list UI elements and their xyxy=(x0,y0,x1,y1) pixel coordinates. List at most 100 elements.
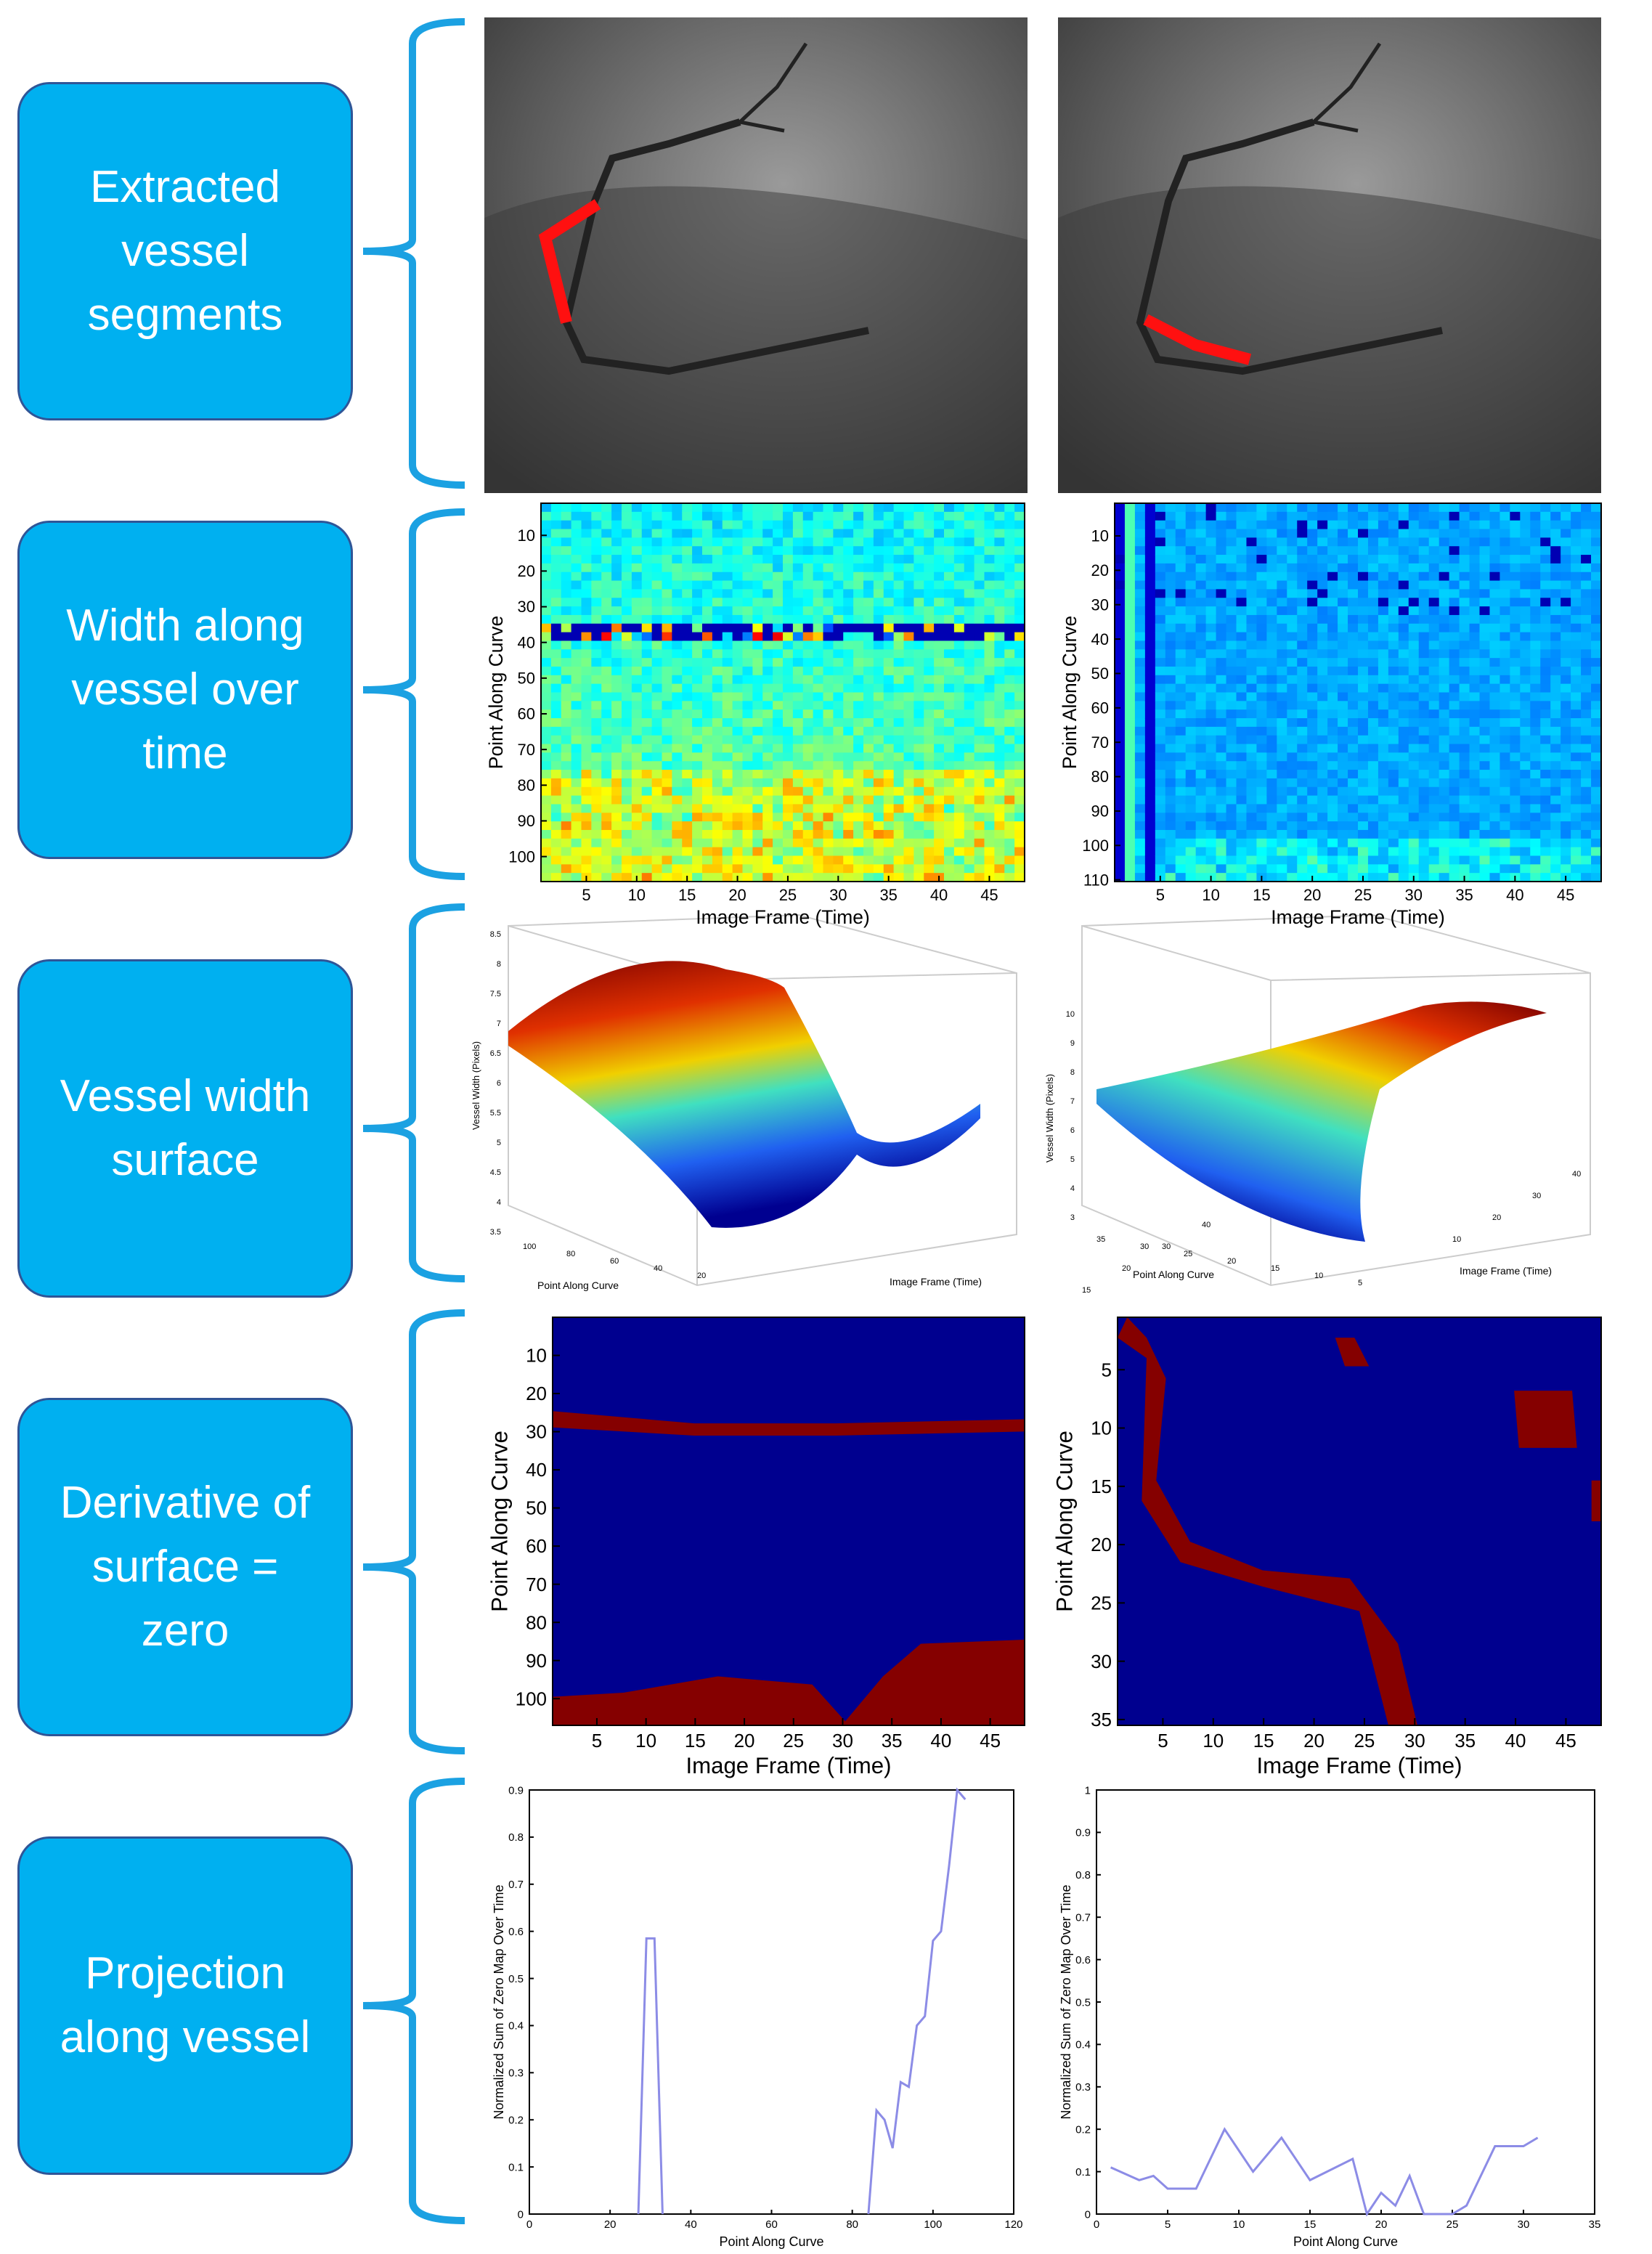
heat-cell xyxy=(1449,795,1460,805)
heat-cell xyxy=(1155,529,1166,538)
heat-cell xyxy=(1367,813,1379,822)
heat-cell xyxy=(1449,589,1460,598)
heat-cell xyxy=(1236,614,1248,624)
heat-cell xyxy=(1418,520,1430,530)
heat-cell xyxy=(773,649,784,659)
heat-cell xyxy=(1317,529,1328,538)
heat-cell xyxy=(722,692,733,701)
heat-cell xyxy=(1216,675,1227,685)
heat-cell xyxy=(1297,744,1308,753)
heat-cell xyxy=(1297,658,1308,667)
heat-cell xyxy=(662,855,672,865)
heat-cell xyxy=(1144,529,1156,538)
heat-cell xyxy=(1348,770,1359,779)
heat-cell xyxy=(1388,675,1399,685)
heat-cell xyxy=(802,623,814,633)
z-tick-label: 9 xyxy=(1070,1039,1075,1048)
heat-cell xyxy=(1358,640,1369,650)
heat-cell xyxy=(1500,529,1510,538)
heat-cell xyxy=(1591,580,1602,590)
heat-cell xyxy=(873,537,884,547)
heat-cell xyxy=(853,770,864,779)
heat-cell xyxy=(903,658,914,667)
heat-cell xyxy=(944,709,955,719)
heat-cell xyxy=(591,580,602,590)
heat-cell xyxy=(924,598,935,607)
heat-cell xyxy=(631,606,643,616)
heat-cell xyxy=(571,726,582,736)
heat-cell xyxy=(964,683,975,693)
heat-cell xyxy=(1348,752,1359,762)
heat-cell xyxy=(873,503,884,513)
heat-cell xyxy=(1550,520,1561,530)
heat-cell xyxy=(1500,537,1510,547)
heat-cell xyxy=(1500,640,1510,650)
heat-cell xyxy=(1175,804,1187,813)
heat-cell xyxy=(843,744,854,753)
heat-cell xyxy=(662,752,672,762)
heat-cell xyxy=(611,786,622,797)
heat-cell xyxy=(1216,632,1227,642)
heat-cell xyxy=(1367,701,1379,710)
heat-cell xyxy=(550,701,562,710)
heat-cell xyxy=(1571,675,1582,685)
heat-cell xyxy=(1418,761,1430,770)
heat-cell xyxy=(924,813,935,822)
heat-cell xyxy=(873,847,884,857)
heat-cell xyxy=(1195,726,1207,736)
heat-cell xyxy=(1408,838,1420,848)
heat-cell xyxy=(601,511,612,521)
heat-cell xyxy=(622,598,632,607)
heat-cell xyxy=(1256,804,1267,813)
heat-cell xyxy=(732,778,744,788)
heat-cell xyxy=(1014,795,1025,805)
heat-cell xyxy=(893,786,905,797)
heat-cell xyxy=(752,555,763,564)
heat-cell xyxy=(1500,778,1510,788)
heat-cell xyxy=(1338,666,1348,676)
projection-line xyxy=(1110,2127,1539,2217)
heat-cell xyxy=(1236,821,1248,831)
heat-cell xyxy=(1144,804,1156,813)
heat-cell xyxy=(1297,580,1308,590)
heat-cell xyxy=(1338,829,1348,839)
heat-cell xyxy=(1004,563,1015,573)
heat-cell xyxy=(813,658,824,667)
heat-cell xyxy=(1185,709,1197,719)
heat-cell xyxy=(1115,555,1126,564)
heat-cell xyxy=(732,640,744,650)
heat-cell xyxy=(1581,778,1592,788)
heat-cell xyxy=(692,623,703,633)
heat-cell xyxy=(601,829,612,839)
heat-cell xyxy=(1205,786,1217,797)
heat-cell xyxy=(682,675,693,685)
heat-cell xyxy=(1500,744,1510,753)
heat-cell xyxy=(1287,632,1298,642)
heat-cell xyxy=(893,778,905,788)
heat-cell xyxy=(1408,855,1420,865)
heat-cell xyxy=(934,864,945,874)
heat-cell xyxy=(924,537,935,547)
heat-cell xyxy=(802,571,814,582)
heat-cell xyxy=(1297,683,1308,693)
heat-cell xyxy=(742,520,753,530)
x-tick-label: 15 xyxy=(1253,886,1270,904)
heat-cell xyxy=(682,744,693,753)
heat-cell xyxy=(1449,563,1460,573)
heat-cell xyxy=(843,606,854,616)
heat-cell xyxy=(974,580,985,590)
y-tick-label: 0.5 xyxy=(1075,1996,1091,2009)
heat-cell xyxy=(1561,511,1571,521)
heat-cell xyxy=(622,503,632,513)
heat-cell xyxy=(792,511,804,521)
heat-cell xyxy=(1185,744,1197,753)
heat-cell xyxy=(883,614,895,624)
heat-cell xyxy=(1175,726,1187,736)
heat-cell xyxy=(1165,503,1176,513)
heat-cell xyxy=(762,640,773,650)
x-tick-label: 20 xyxy=(697,1272,706,1280)
heat-cell xyxy=(1378,563,1389,573)
heat-cell xyxy=(1144,589,1156,598)
heat-cell xyxy=(893,537,905,547)
heat-cell xyxy=(924,709,935,719)
